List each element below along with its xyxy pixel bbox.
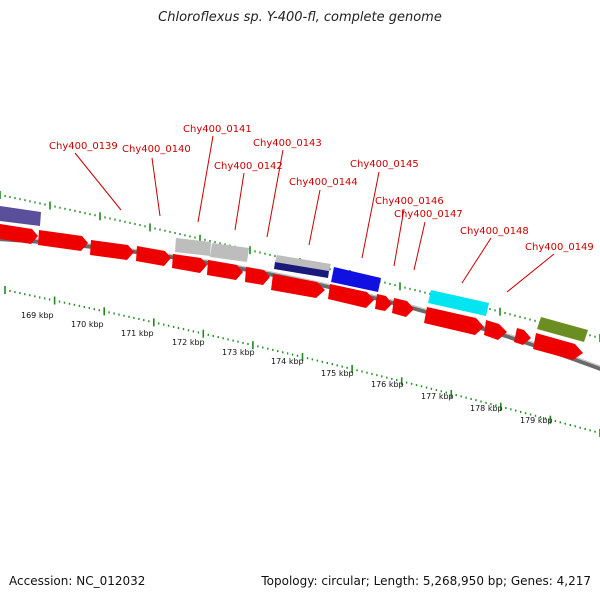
feature-gray-3[interactable]	[275, 255, 331, 271]
gene-label[interactable]: Chy400_0145	[350, 159, 419, 170]
feature-track	[0, 206, 588, 342]
cds-arrow[interactable]	[392, 298, 414, 317]
cds-arrow[interactable]	[245, 267, 270, 285]
gene-label[interactable]: Chy400_0144	[289, 177, 358, 188]
accession-text: Accession: NC_012032	[9, 574, 146, 588]
kbp-label: 172 kbp	[172, 338, 205, 347]
feature-gray-1[interactable]	[175, 238, 211, 256]
feature-cyan[interactable]	[428, 290, 489, 316]
gene-label[interactable]: Chy400_0147	[394, 209, 463, 220]
kbp-label: 177 kbp	[421, 392, 454, 401]
kbp-label: 173 kbp	[222, 348, 255, 357]
cds-arrow[interactable]	[207, 260, 243, 280]
cds-arrow[interactable]	[172, 254, 207, 273]
cds-arrow[interactable]	[271, 274, 325, 298]
backbone	[0, 236, 600, 371]
kbp-label: 174 kbp	[271, 357, 304, 366]
cds-arrow[interactable]	[90, 240, 134, 260]
gene-label[interactable]: Chy400_0141	[183, 124, 252, 135]
kbp-label: 179 kbp	[520, 416, 553, 425]
kbp-labels: 169 kbp 170 kbp 171 kbp 172 kbp 173 kbp …	[21, 311, 553, 425]
cds-arrow[interactable]	[484, 320, 507, 340]
feature-gray-2[interactable]	[210, 243, 249, 262]
gene-label[interactable]: Chy400_0142	[214, 161, 283, 172]
gene-label[interactable]: Chy400_0140	[122, 144, 191, 155]
feature-blue[interactable]	[331, 267, 381, 292]
cds-arrow[interactable]	[328, 284, 374, 308]
cds-arrow[interactable]	[0, 224, 38, 244]
cds-arrow[interactable]	[533, 333, 583, 360]
kbp-label: 170 kbp	[71, 320, 104, 329]
genome-summary-text: Topology: circular; Length: 5,268,950 bp…	[261, 574, 591, 588]
cds-arrow[interactable]	[375, 294, 392, 311]
gene-labels: Chy400_0139 Chy400_0140 Chy400_0141 Chy4…	[49, 124, 594, 293]
cds-arrow[interactable]	[38, 230, 88, 251]
gene-label[interactable]: Chy400_0139	[49, 141, 118, 152]
feature-navy[interactable]	[274, 262, 329, 278]
cds-track	[0, 224, 583, 360]
gene-label[interactable]: Chy400_0148	[460, 226, 529, 237]
cds-arrow[interactable]	[136, 246, 171, 266]
kbp-label: 169 kbp	[21, 311, 54, 320]
cds-arrow[interactable]	[424, 307, 484, 335]
kbp-label: 175 kbp	[321, 369, 354, 378]
feature-olive[interactable]	[537, 317, 588, 342]
gene-label[interactable]: Chy400_0143	[253, 138, 322, 149]
gene-label[interactable]: Chy400_0146	[375, 196, 444, 207]
genome-title: Chloroflexus sp. Y-400-fl, complete geno…	[158, 10, 442, 25]
kbp-label: 176 kbp	[371, 380, 404, 389]
feature-slate[interactable]	[0, 206, 41, 226]
kbp-label: 178 kbp	[470, 404, 503, 413]
cds-arrow[interactable]	[514, 328, 531, 345]
kbp-label: 171 kbp	[121, 329, 154, 338]
gene-label[interactable]: Chy400_0149	[525, 242, 594, 253]
inner-tick-ring	[4, 286, 600, 437]
